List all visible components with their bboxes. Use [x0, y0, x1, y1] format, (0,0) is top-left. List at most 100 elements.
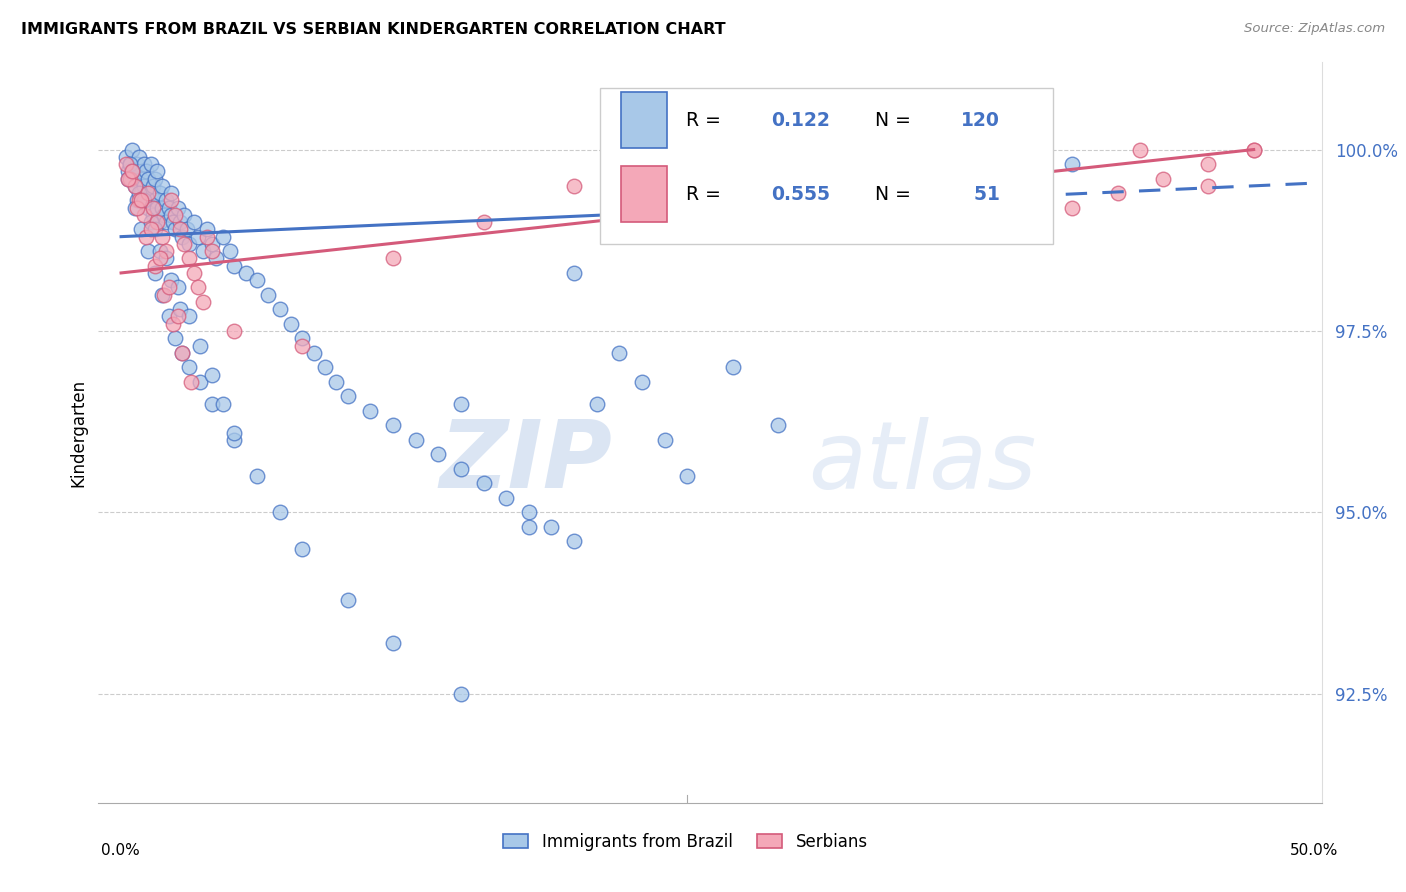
Point	[153, 287, 176, 301]
Point	[177, 236, 200, 251]
Point	[166, 201, 188, 215]
Point	[139, 222, 162, 236]
Point	[135, 229, 157, 244]
Point	[562, 178, 585, 193]
Point	[180, 375, 202, 389]
Point	[291, 338, 314, 352]
Point	[187, 280, 209, 294]
Point	[654, 433, 676, 447]
Bar	[620, 166, 668, 221]
Point	[150, 229, 173, 244]
Point	[585, 396, 607, 410]
Point	[1017, 143, 1039, 157]
Point	[124, 201, 146, 215]
Point	[609, 345, 631, 359]
Point	[160, 273, 183, 287]
Point	[789, 157, 811, 171]
Point	[135, 164, 157, 178]
Point	[157, 310, 180, 324]
Point	[201, 236, 224, 251]
Text: N =: N =	[875, 185, 917, 203]
Point	[336, 389, 359, 403]
Point	[224, 425, 246, 440]
Point	[121, 171, 143, 186]
Point	[173, 236, 195, 251]
Point	[121, 164, 143, 178]
Text: 0.0%: 0.0%	[101, 843, 141, 858]
Point	[224, 324, 246, 338]
Point	[177, 310, 200, 324]
Point	[177, 252, 200, 266]
Text: R =: R =	[686, 185, 727, 203]
Point	[235, 266, 257, 280]
Point	[1062, 201, 1084, 215]
Point	[120, 171, 142, 186]
Point	[128, 150, 150, 164]
Point	[124, 178, 146, 193]
Point	[128, 164, 150, 178]
Text: R =: R =	[686, 111, 727, 129]
Point	[173, 208, 195, 222]
Point	[224, 433, 246, 447]
Point	[1152, 171, 1174, 186]
Point	[169, 302, 191, 317]
Point	[121, 143, 143, 157]
Point	[405, 433, 427, 447]
Point	[136, 171, 159, 186]
Point	[201, 396, 224, 410]
Point	[359, 404, 381, 418]
Point	[125, 157, 148, 171]
Point	[162, 215, 184, 229]
Point	[172, 229, 194, 244]
Point	[224, 259, 246, 273]
Point	[176, 222, 198, 236]
Point	[125, 194, 148, 208]
Point	[302, 345, 325, 359]
Point	[269, 302, 291, 317]
Point	[721, 360, 744, 375]
Point	[381, 252, 404, 266]
Point	[121, 164, 143, 178]
Point	[146, 201, 169, 215]
Point	[540, 520, 562, 534]
Point	[218, 244, 240, 259]
Point	[1197, 178, 1219, 193]
Point	[191, 244, 214, 259]
Point	[150, 287, 173, 301]
Point	[135, 194, 157, 208]
Point	[149, 252, 172, 266]
Point	[160, 194, 183, 208]
Point	[1062, 157, 1084, 171]
Point	[172, 345, 194, 359]
Point	[495, 491, 517, 505]
Point	[1107, 186, 1129, 200]
Point	[169, 215, 191, 229]
Point	[183, 266, 205, 280]
Point	[517, 520, 540, 534]
Point	[128, 194, 150, 208]
Point	[212, 229, 235, 244]
Point	[631, 375, 654, 389]
Point	[562, 266, 585, 280]
Point	[201, 368, 224, 382]
Point	[132, 157, 155, 171]
Point	[124, 178, 146, 193]
Point	[142, 178, 165, 193]
Y-axis label: Kindergarten: Kindergarten	[69, 378, 87, 487]
Text: atlas: atlas	[808, 417, 1036, 508]
Point	[450, 396, 472, 410]
Point	[131, 194, 153, 208]
Point	[131, 222, 153, 236]
Point	[162, 317, 184, 331]
Point	[155, 194, 177, 208]
Point	[766, 418, 789, 433]
Point	[172, 345, 194, 359]
Point	[117, 171, 139, 186]
Point	[136, 244, 159, 259]
Point	[143, 259, 166, 273]
Point	[143, 194, 166, 208]
Text: ZIP: ZIP	[439, 417, 612, 508]
Point	[132, 178, 155, 193]
Point	[142, 208, 165, 222]
Point	[132, 194, 155, 208]
